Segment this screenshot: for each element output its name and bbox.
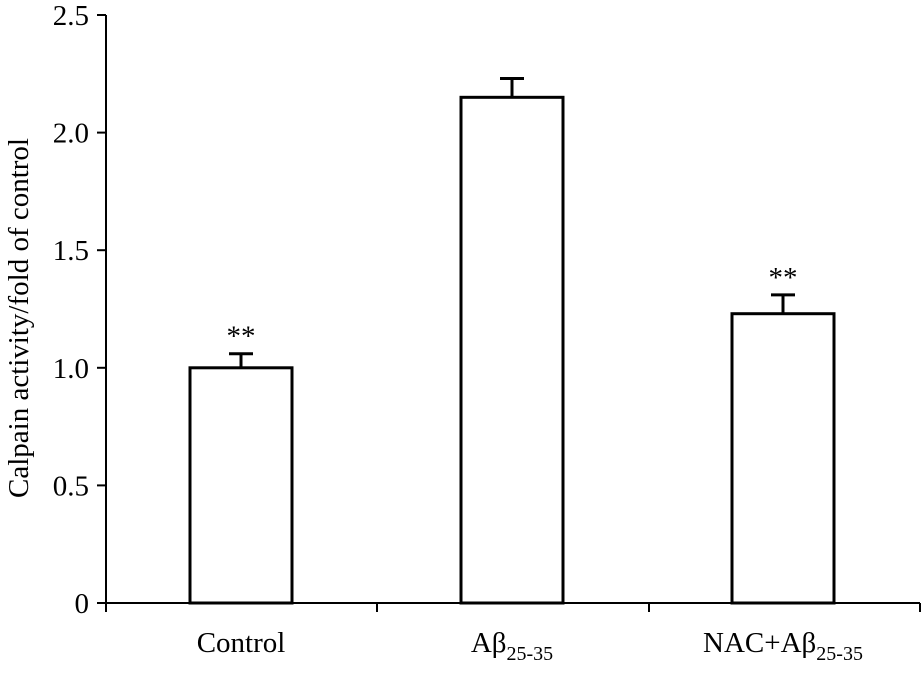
bars — [188, 77, 836, 605]
bar — [188, 366, 294, 605]
x-tick-label: Aβ25-35 — [471, 627, 553, 665]
x-tick-label-base: Control — [197, 627, 286, 659]
bar — [459, 95, 565, 605]
y-tick-label: 2.0 — [53, 118, 89, 150]
y-axis-label: Calpain activity/fold of control — [3, 138, 35, 498]
x-tick-label-subscript: 25-35 — [816, 643, 863, 665]
labels: **Control Aβ25-35**NAC+Aβ25-35 — [197, 262, 863, 665]
y-tick-label: 0 — [75, 588, 90, 620]
y-tick-label: 0.5 — [53, 470, 89, 502]
x-tick-label: NAC+Aβ25-35 — [703, 627, 863, 665]
bar — [730, 312, 836, 605]
y-tick-label: 2.5 — [53, 0, 89, 32]
x-tick-label: Control — [197, 627, 286, 659]
significance-label: ** — [227, 321, 256, 353]
significance-label: ** — [769, 262, 798, 294]
x-tick-label-base: NAC+Aβ — [703, 627, 816, 659]
y-tick-label: 1.5 — [53, 235, 89, 267]
x-tick-label-base: Aβ — [471, 627, 507, 659]
x-tick-label-subscript: 25-35 — [507, 643, 554, 665]
y-tick-label: 1.0 — [53, 353, 89, 385]
